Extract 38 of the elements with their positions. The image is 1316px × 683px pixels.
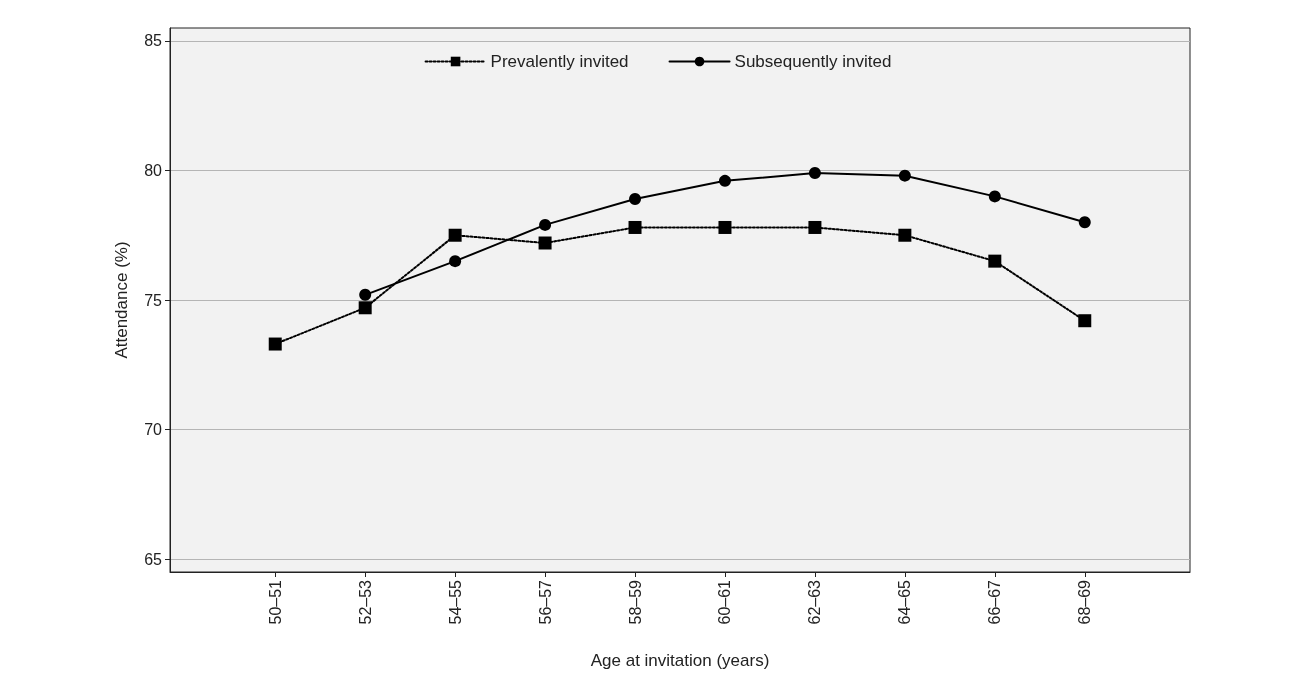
point (1078, 314, 1092, 328)
point (359, 288, 372, 301)
y-tick-label: 65 (144, 550, 163, 568)
x-tick-label: 54–55 (446, 579, 464, 625)
x-tick-label: 52–53 (356, 579, 374, 625)
point (898, 169, 911, 182)
point (898, 228, 912, 242)
point (988, 254, 1002, 268)
point (808, 220, 822, 234)
legend-label: Prevalently invited (490, 52, 629, 71)
x-tick-label: 50–51 (266, 579, 284, 625)
point (718, 174, 731, 187)
point (268, 337, 282, 351)
x-tick-label: 66–67 (986, 579, 1004, 625)
x-tick-label: 68–69 (1076, 579, 1094, 625)
x-tick-label: 62–63 (806, 579, 824, 625)
point (449, 255, 462, 268)
y-tick-label: 80 (144, 161, 163, 179)
x-tick-label: 56–57 (536, 579, 554, 625)
x-tick-label: 58–59 (626, 579, 644, 625)
legend-label: Subsequently invited (734, 52, 892, 71)
point (539, 218, 552, 231)
x-axis-title: Age at invitation (years) (590, 651, 770, 670)
y-axis-title: Attendance (%) (112, 241, 131, 359)
point (718, 220, 732, 234)
y-tick-label: 85 (144, 32, 163, 50)
point (358, 301, 372, 315)
point (808, 167, 821, 180)
point (538, 236, 552, 250)
x-tick-label: 64–65 (896, 579, 914, 625)
point (628, 220, 642, 234)
point (1078, 216, 1091, 229)
y-tick-label: 75 (144, 291, 163, 309)
point (629, 192, 642, 205)
point (448, 228, 462, 242)
point (988, 190, 1001, 203)
x-tick-label: 60–61 (716, 579, 734, 625)
y-tick-label: 70 (144, 421, 163, 439)
